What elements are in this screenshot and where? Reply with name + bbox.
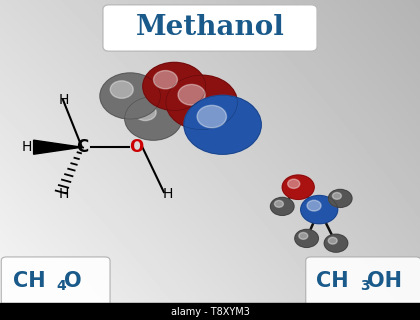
Circle shape (154, 70, 177, 89)
Bar (0, 303, 420, 320)
Circle shape (184, 95, 261, 154)
Circle shape (282, 175, 314, 199)
Circle shape (299, 233, 308, 239)
FancyBboxPatch shape (306, 257, 420, 306)
Circle shape (333, 193, 341, 199)
Circle shape (134, 104, 156, 121)
Circle shape (110, 81, 133, 98)
Circle shape (178, 84, 205, 105)
Circle shape (307, 200, 321, 211)
Text: CH: CH (316, 271, 349, 291)
Text: Methanol: Methanol (136, 14, 284, 41)
Circle shape (125, 97, 182, 140)
FancyBboxPatch shape (1, 257, 110, 306)
Text: H: H (59, 93, 69, 107)
Circle shape (324, 234, 348, 252)
Circle shape (143, 62, 206, 110)
Text: 3: 3 (360, 279, 370, 293)
Text: C: C (76, 138, 88, 156)
Text: CH: CH (13, 271, 45, 291)
Circle shape (288, 179, 300, 188)
Circle shape (100, 73, 160, 119)
Text: O: O (64, 271, 82, 291)
Text: alamy - T8XYM3: alamy - T8XYM3 (171, 307, 249, 317)
Text: H: H (21, 140, 32, 154)
Circle shape (270, 197, 294, 215)
Circle shape (328, 237, 337, 244)
Text: O: O (129, 138, 144, 156)
Circle shape (328, 189, 352, 207)
Text: 4: 4 (57, 279, 66, 293)
Text: H: H (163, 187, 173, 201)
Text: OH: OH (368, 271, 402, 291)
Circle shape (166, 75, 237, 130)
Circle shape (301, 196, 338, 224)
Polygon shape (34, 140, 82, 154)
Circle shape (275, 201, 284, 207)
Circle shape (295, 229, 318, 247)
Circle shape (197, 105, 226, 128)
FancyBboxPatch shape (103, 5, 317, 51)
Text: H: H (59, 187, 69, 201)
